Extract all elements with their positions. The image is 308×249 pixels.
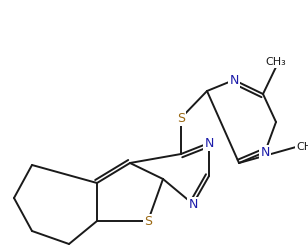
Text: CH₃: CH₃ [265,57,286,67]
Text: S: S [144,214,152,228]
Text: N: N [188,197,198,210]
Text: S: S [177,112,185,124]
Text: N: N [260,145,270,159]
Text: CH₃: CH₃ [296,142,308,152]
Text: N: N [204,136,214,149]
Text: N: N [229,73,239,86]
